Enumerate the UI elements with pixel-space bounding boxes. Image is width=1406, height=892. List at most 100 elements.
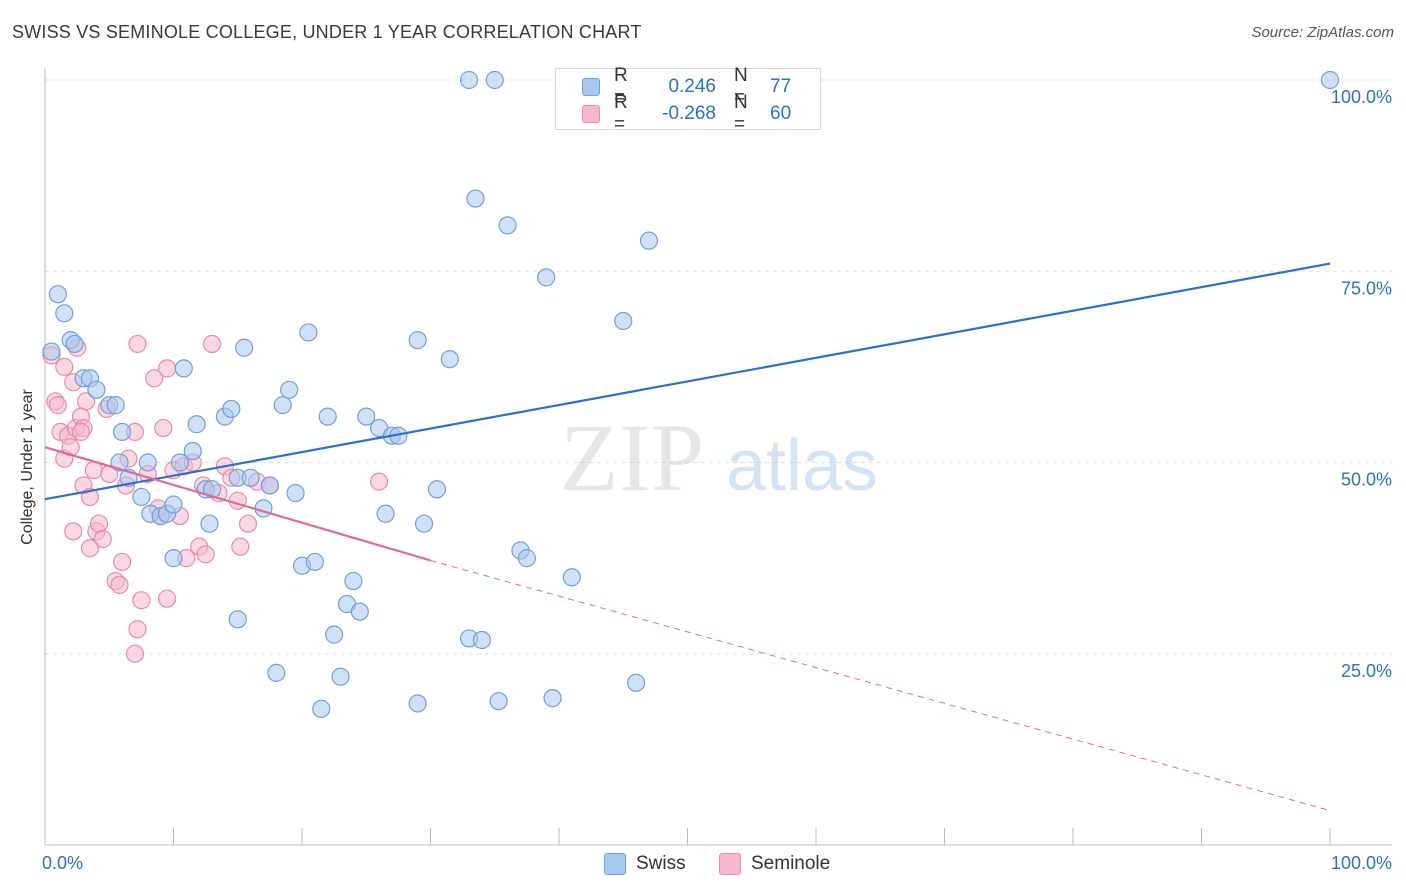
swiss-point bbox=[414, 514, 434, 533]
seminole-point bbox=[80, 539, 100, 558]
swiss-n-value: 77 bbox=[770, 76, 792, 97]
swiss-point bbox=[485, 70, 504, 90]
y-tick-label: 25.0% bbox=[1341, 661, 1392, 681]
swiss-point bbox=[427, 480, 447, 499]
y-tick-label: 50.0% bbox=[1341, 470, 1392, 490]
swiss-point bbox=[472, 630, 491, 650]
swiss-point bbox=[87, 380, 106, 399]
swiss-point bbox=[299, 323, 318, 342]
seminole-legend-label: Seminole bbox=[751, 853, 831, 874]
swiss-point bbox=[260, 476, 279, 495]
swiss-point bbox=[174, 359, 193, 378]
swiss-point bbox=[267, 663, 286, 682]
swiss-point bbox=[254, 499, 273, 518]
swiss-point bbox=[408, 694, 427, 713]
swiss-trend-line bbox=[44, 262, 1331, 501]
swiss-point bbox=[164, 549, 183, 568]
seminole-point bbox=[64, 522, 83, 541]
swiss-n-label: N = bbox=[734, 65, 748, 108]
seminole-swatch-icon bbox=[582, 105, 600, 123]
correlation-legend: R = 0.246 N = 77 R = -0.268 N = 60 bbox=[555, 65, 821, 135]
data-points bbox=[42, 70, 1340, 718]
x-tick-label: 0.0% bbox=[42, 853, 83, 873]
seminole-point bbox=[48, 396, 67, 415]
swiss-point bbox=[170, 453, 190, 472]
seminole-point bbox=[77, 392, 96, 411]
seminole-legend-icon bbox=[719, 853, 741, 875]
swiss-point bbox=[466, 189, 485, 208]
swiss-point bbox=[331, 667, 350, 686]
legend-item-swiss: Swiss bbox=[604, 852, 686, 876]
swiss-point bbox=[273, 396, 292, 415]
swiss-point bbox=[42, 342, 61, 361]
seminole-point bbox=[157, 589, 177, 608]
trend-lines bbox=[44, 262, 1331, 812]
swiss-point bbox=[408, 331, 427, 350]
tick-labels: 25.0% 50.0% 75.0% 100.0% 0.0% 100.0% bbox=[42, 87, 1392, 873]
axes bbox=[44, 68, 1392, 846]
swiss-point bbox=[222, 399, 241, 419]
swiss-legend-label: Swiss bbox=[636, 853, 686, 874]
swiss-point bbox=[200, 514, 219, 533]
seminole-point bbox=[231, 537, 250, 556]
swiss-point bbox=[55, 304, 74, 323]
swiss-point bbox=[498, 216, 517, 235]
swiss-point bbox=[459, 70, 479, 90]
seminole-point bbox=[196, 545, 215, 564]
swiss-point bbox=[376, 504, 395, 523]
watermark-zip: ZIP bbox=[560, 404, 704, 511]
swiss-point bbox=[106, 396, 125, 415]
swiss-point bbox=[626, 673, 646, 692]
swiss-point bbox=[241, 468, 260, 487]
seminole-point bbox=[132, 591, 151, 610]
watermark: ZIP atlas bbox=[560, 404, 878, 511]
swiss-point bbox=[112, 422, 132, 441]
x-tick-label: 100.0% bbox=[1331, 853, 1392, 873]
swiss-point bbox=[235, 338, 254, 357]
swiss-point bbox=[440, 350, 459, 369]
seminole-r-label: R = bbox=[614, 92, 628, 135]
swiss-point bbox=[1320, 70, 1340, 90]
swiss-point bbox=[65, 334, 84, 354]
swiss-point bbox=[537, 268, 556, 287]
gridlines bbox=[45, 79, 1392, 655]
y-tick-label: 75.0% bbox=[1341, 278, 1392, 298]
swiss-point bbox=[305, 552, 324, 572]
swiss-point bbox=[187, 415, 206, 434]
swiss-point bbox=[132, 487, 151, 507]
swiss-point bbox=[280, 380, 299, 399]
swiss-r-value: 0.246 bbox=[668, 76, 716, 97]
swiss-swatch-icon bbox=[582, 78, 600, 96]
source-attribution: Source: ZipAtlas.com bbox=[1251, 24, 1394, 41]
seminole-n-value: 60 bbox=[770, 103, 792, 124]
swiss-point bbox=[164, 495, 183, 514]
swiss-point bbox=[562, 568, 581, 587]
seminole-point bbox=[93, 529, 112, 549]
swiss-point bbox=[325, 625, 344, 644]
swiss-point bbox=[312, 699, 331, 718]
seminole-point bbox=[128, 334, 147, 354]
swiss-point bbox=[228, 610, 247, 629]
seminole-n-label: N = bbox=[734, 92, 748, 135]
legend-item-seminole: Seminole bbox=[719, 852, 830, 876]
swiss-point bbox=[318, 407, 337, 426]
seminole-point bbox=[110, 575, 129, 595]
seminole-point bbox=[370, 472, 389, 491]
swiss-point bbox=[183, 441, 202, 461]
seminole-point bbox=[89, 514, 109, 533]
seminole-point bbox=[145, 369, 164, 388]
swiss-point bbox=[48, 285, 67, 304]
seminole-point bbox=[125, 644, 145, 663]
swiss-point bbox=[344, 571, 363, 591]
swiss-point bbox=[543, 689, 562, 708]
swiss-point bbox=[489, 692, 508, 711]
seminole-r-value: -0.268 bbox=[662, 103, 716, 124]
swiss-r-label: R = bbox=[614, 65, 628, 108]
swiss-point bbox=[138, 453, 157, 472]
swiss-point bbox=[517, 549, 536, 568]
swiss-point bbox=[286, 484, 305, 503]
seminole-point bbox=[154, 418, 173, 438]
seminole-point bbox=[128, 620, 147, 639]
chart-title: SWISS VS SEMINOLE COLLEGE, UNDER 1 YEAR … bbox=[12, 22, 642, 42]
